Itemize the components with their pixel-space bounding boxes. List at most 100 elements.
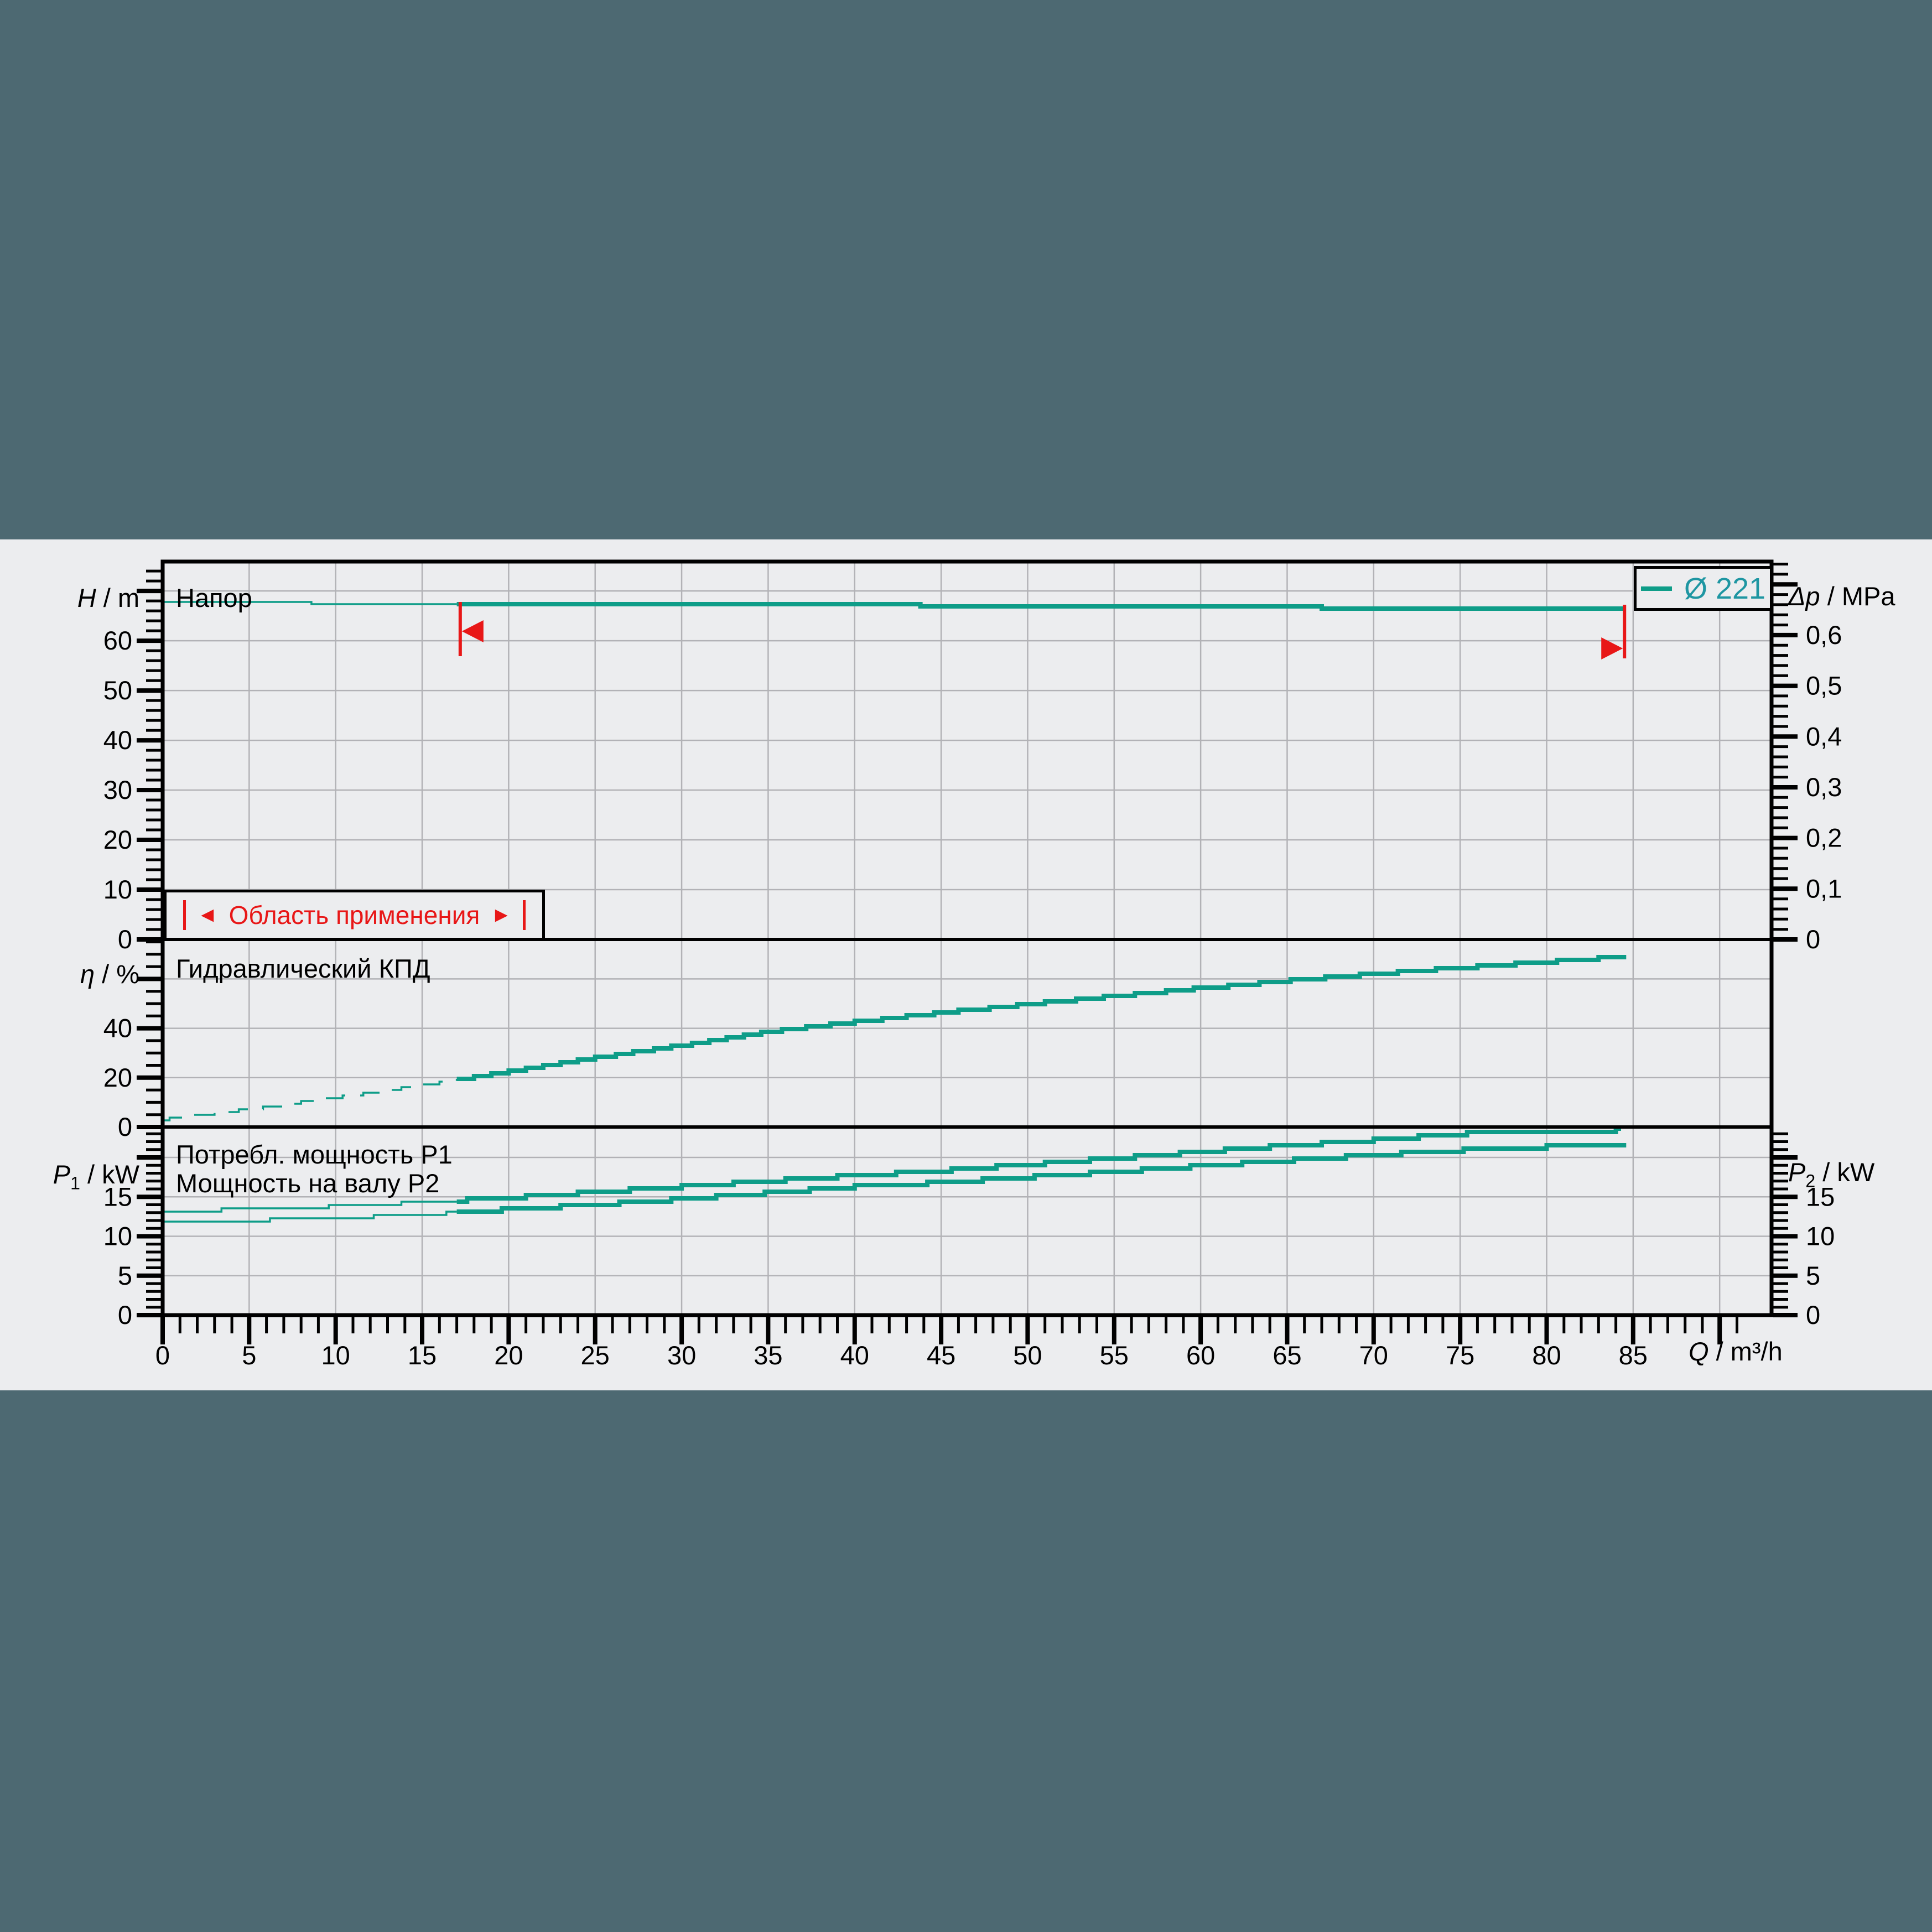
operating-range-box: ◄ Область применения ► bbox=[164, 890, 545, 941]
svg-text:10: 10 bbox=[1806, 1222, 1835, 1251]
svg-text:0,1: 0,1 bbox=[1806, 874, 1842, 903]
svg-text:15: 15 bbox=[1806, 1182, 1835, 1211]
svg-text:50: 50 bbox=[1013, 1341, 1042, 1370]
svg-text:5: 5 bbox=[118, 1261, 132, 1290]
power-right-axis-unit: / kW bbox=[1815, 1157, 1875, 1187]
eff-left-axis-title: η / % bbox=[33, 960, 139, 988]
legend-impeller-diameter: Ø 221 bbox=[1684, 572, 1766, 605]
power-left-axis-title: P1 / kW bbox=[22, 1160, 139, 1192]
svg-text:75: 75 bbox=[1446, 1341, 1474, 1370]
x-tick-labels: 0 5 10 15 20 25 30 35 40 45 50 55 60 65 70 75 80 85 bbox=[155, 1341, 1648, 1370]
svg-text:40: 40 bbox=[103, 1014, 132, 1043]
head-left-axis-unit: / m bbox=[96, 583, 139, 612]
x-ticks bbox=[160, 1317, 1738, 1344]
head-right-axis-symbol: Δp bbox=[1788, 581, 1820, 611]
svg-text:65: 65 bbox=[1273, 1341, 1301, 1370]
svg-text:0: 0 bbox=[118, 925, 132, 954]
curve-eff-0 bbox=[163, 955, 1627, 1121]
legend-curve-swatch bbox=[1640, 586, 1672, 591]
legend: Ø 221 bbox=[1634, 566, 1773, 611]
pump-curves-plot: 010203040506000,10,20,30,40,50,602040051… bbox=[103, 559, 1842, 1370]
p1-curve-annotation: Потребл. мощность P1 bbox=[176, 1140, 453, 1169]
svg-text:80: 80 bbox=[1532, 1341, 1561, 1370]
svg-text:85: 85 bbox=[1619, 1341, 1648, 1370]
head-right-ticks bbox=[1773, 563, 1798, 942]
head-horizontal-gridlines bbox=[163, 590, 1772, 891]
power-left-axis-sub: 1 bbox=[70, 1173, 80, 1193]
power-horizontal-gridlines bbox=[163, 1156, 1772, 1277]
head-left-axis-title: H / m bbox=[33, 584, 139, 611]
power-right-axis-symbol: P bbox=[1788, 1157, 1806, 1187]
arrow-right-icon: ► bbox=[491, 903, 512, 927]
svg-text:0,4: 0,4 bbox=[1806, 721, 1842, 751]
svg-text:5: 5 bbox=[1806, 1261, 1820, 1290]
svg-text:40: 40 bbox=[840, 1341, 869, 1370]
eff-curve-annotation: Гидравлический КПД bbox=[176, 954, 430, 983]
x-axis-title: Q / m³/h bbox=[1689, 1338, 1783, 1365]
svg-text:70: 70 bbox=[1359, 1341, 1388, 1370]
eff-left-axis-symbol: η bbox=[80, 959, 95, 989]
svg-text:0,2: 0,2 bbox=[1806, 823, 1842, 853]
head-left-ticks bbox=[137, 569, 161, 942]
head-curve-annotation: Напор bbox=[176, 583, 252, 612]
svg-text:40: 40 bbox=[103, 725, 132, 755]
head-right-axis-title: Δp / MPa bbox=[1788, 583, 1895, 610]
eff-left-axis-unit: / % bbox=[95, 959, 139, 989]
head-right-axis-unit: / MPa bbox=[1820, 581, 1895, 611]
svg-text:0: 0 bbox=[1806, 925, 1820, 954]
curve-head-0 bbox=[163, 601, 1625, 611]
curve-power-0 bbox=[163, 1127, 1621, 1213]
svg-text:15: 15 bbox=[408, 1341, 437, 1370]
svg-text:10: 10 bbox=[103, 1222, 132, 1251]
svg-text:35: 35 bbox=[754, 1341, 782, 1370]
operating-range-label: Область применения bbox=[228, 901, 480, 929]
max-flow-arrow-icon bbox=[1601, 637, 1623, 659]
arrow-left-icon: ◄ bbox=[197, 903, 218, 927]
head-left-tick-labels: 0 10 20 30 40 50 60 bbox=[103, 626, 132, 954]
svg-text:20: 20 bbox=[494, 1341, 523, 1370]
svg-text:0: 0 bbox=[118, 1112, 132, 1141]
svg-text:30: 30 bbox=[667, 1341, 696, 1370]
power-left-tick-labels: 0 5 10 15 bbox=[103, 1182, 132, 1329]
p2-curve-annotation: Мощность на валу P2 bbox=[176, 1168, 440, 1198]
svg-text:0,3: 0,3 bbox=[1806, 772, 1842, 802]
svg-text:25: 25 bbox=[581, 1341, 610, 1370]
power-left-axis-unit: / kW bbox=[80, 1160, 139, 1189]
svg-text:50: 50 bbox=[103, 676, 132, 705]
svg-text:60: 60 bbox=[103, 626, 132, 655]
svg-text:0: 0 bbox=[1806, 1300, 1820, 1329]
svg-text:0: 0 bbox=[155, 1341, 170, 1370]
head-right-tick-labels: 0 0,1 0,2 0,3 0,4 0,5 0,6 bbox=[1806, 620, 1842, 954]
power-right-axis-sub: 2 bbox=[1805, 1171, 1816, 1191]
range-right-limit-bar bbox=[522, 900, 526, 930]
head-left-axis-symbol: H bbox=[77, 583, 96, 612]
svg-text:20: 20 bbox=[103, 825, 132, 854]
eff-left-ticks bbox=[137, 941, 161, 1129]
min-flow-arrow-icon bbox=[461, 620, 484, 642]
power-right-axis-title: P2 / kW bbox=[1788, 1157, 1875, 1190]
power-right-tick-labels: 0 5 10 15 bbox=[1806, 1182, 1835, 1329]
svg-text:0: 0 bbox=[118, 1300, 132, 1329]
operating-range-markers bbox=[458, 602, 1627, 659]
svg-text:0,6: 0,6 bbox=[1806, 620, 1842, 650]
eff-horizontal-gridlines bbox=[163, 978, 1772, 1079]
svg-text:0,5: 0,5 bbox=[1806, 671, 1842, 700]
svg-text:10: 10 bbox=[321, 1341, 350, 1370]
curve-power-1 bbox=[163, 1143, 1627, 1223]
svg-text:60: 60 bbox=[1186, 1341, 1215, 1370]
x-axis-unit: / m³/h bbox=[1708, 1337, 1783, 1366]
chart-band bbox=[0, 539, 1932, 1390]
power-left-axis-symbol: P bbox=[53, 1160, 71, 1189]
svg-text:10: 10 bbox=[103, 875, 132, 904]
power-left-ticks bbox=[137, 1132, 161, 1317]
svg-text:30: 30 bbox=[103, 775, 132, 804]
svg-text:45: 45 bbox=[927, 1341, 955, 1370]
svg-text:15: 15 bbox=[103, 1182, 132, 1211]
range-left-limit-bar bbox=[183, 900, 186, 930]
eff-left-tick-labels: 0 20 40 bbox=[103, 1014, 132, 1141]
svg-text:5: 5 bbox=[242, 1341, 256, 1370]
power-right-ticks bbox=[1773, 1132, 1798, 1317]
svg-text:55: 55 bbox=[1100, 1341, 1129, 1370]
svg-text:20: 20 bbox=[103, 1063, 132, 1092]
